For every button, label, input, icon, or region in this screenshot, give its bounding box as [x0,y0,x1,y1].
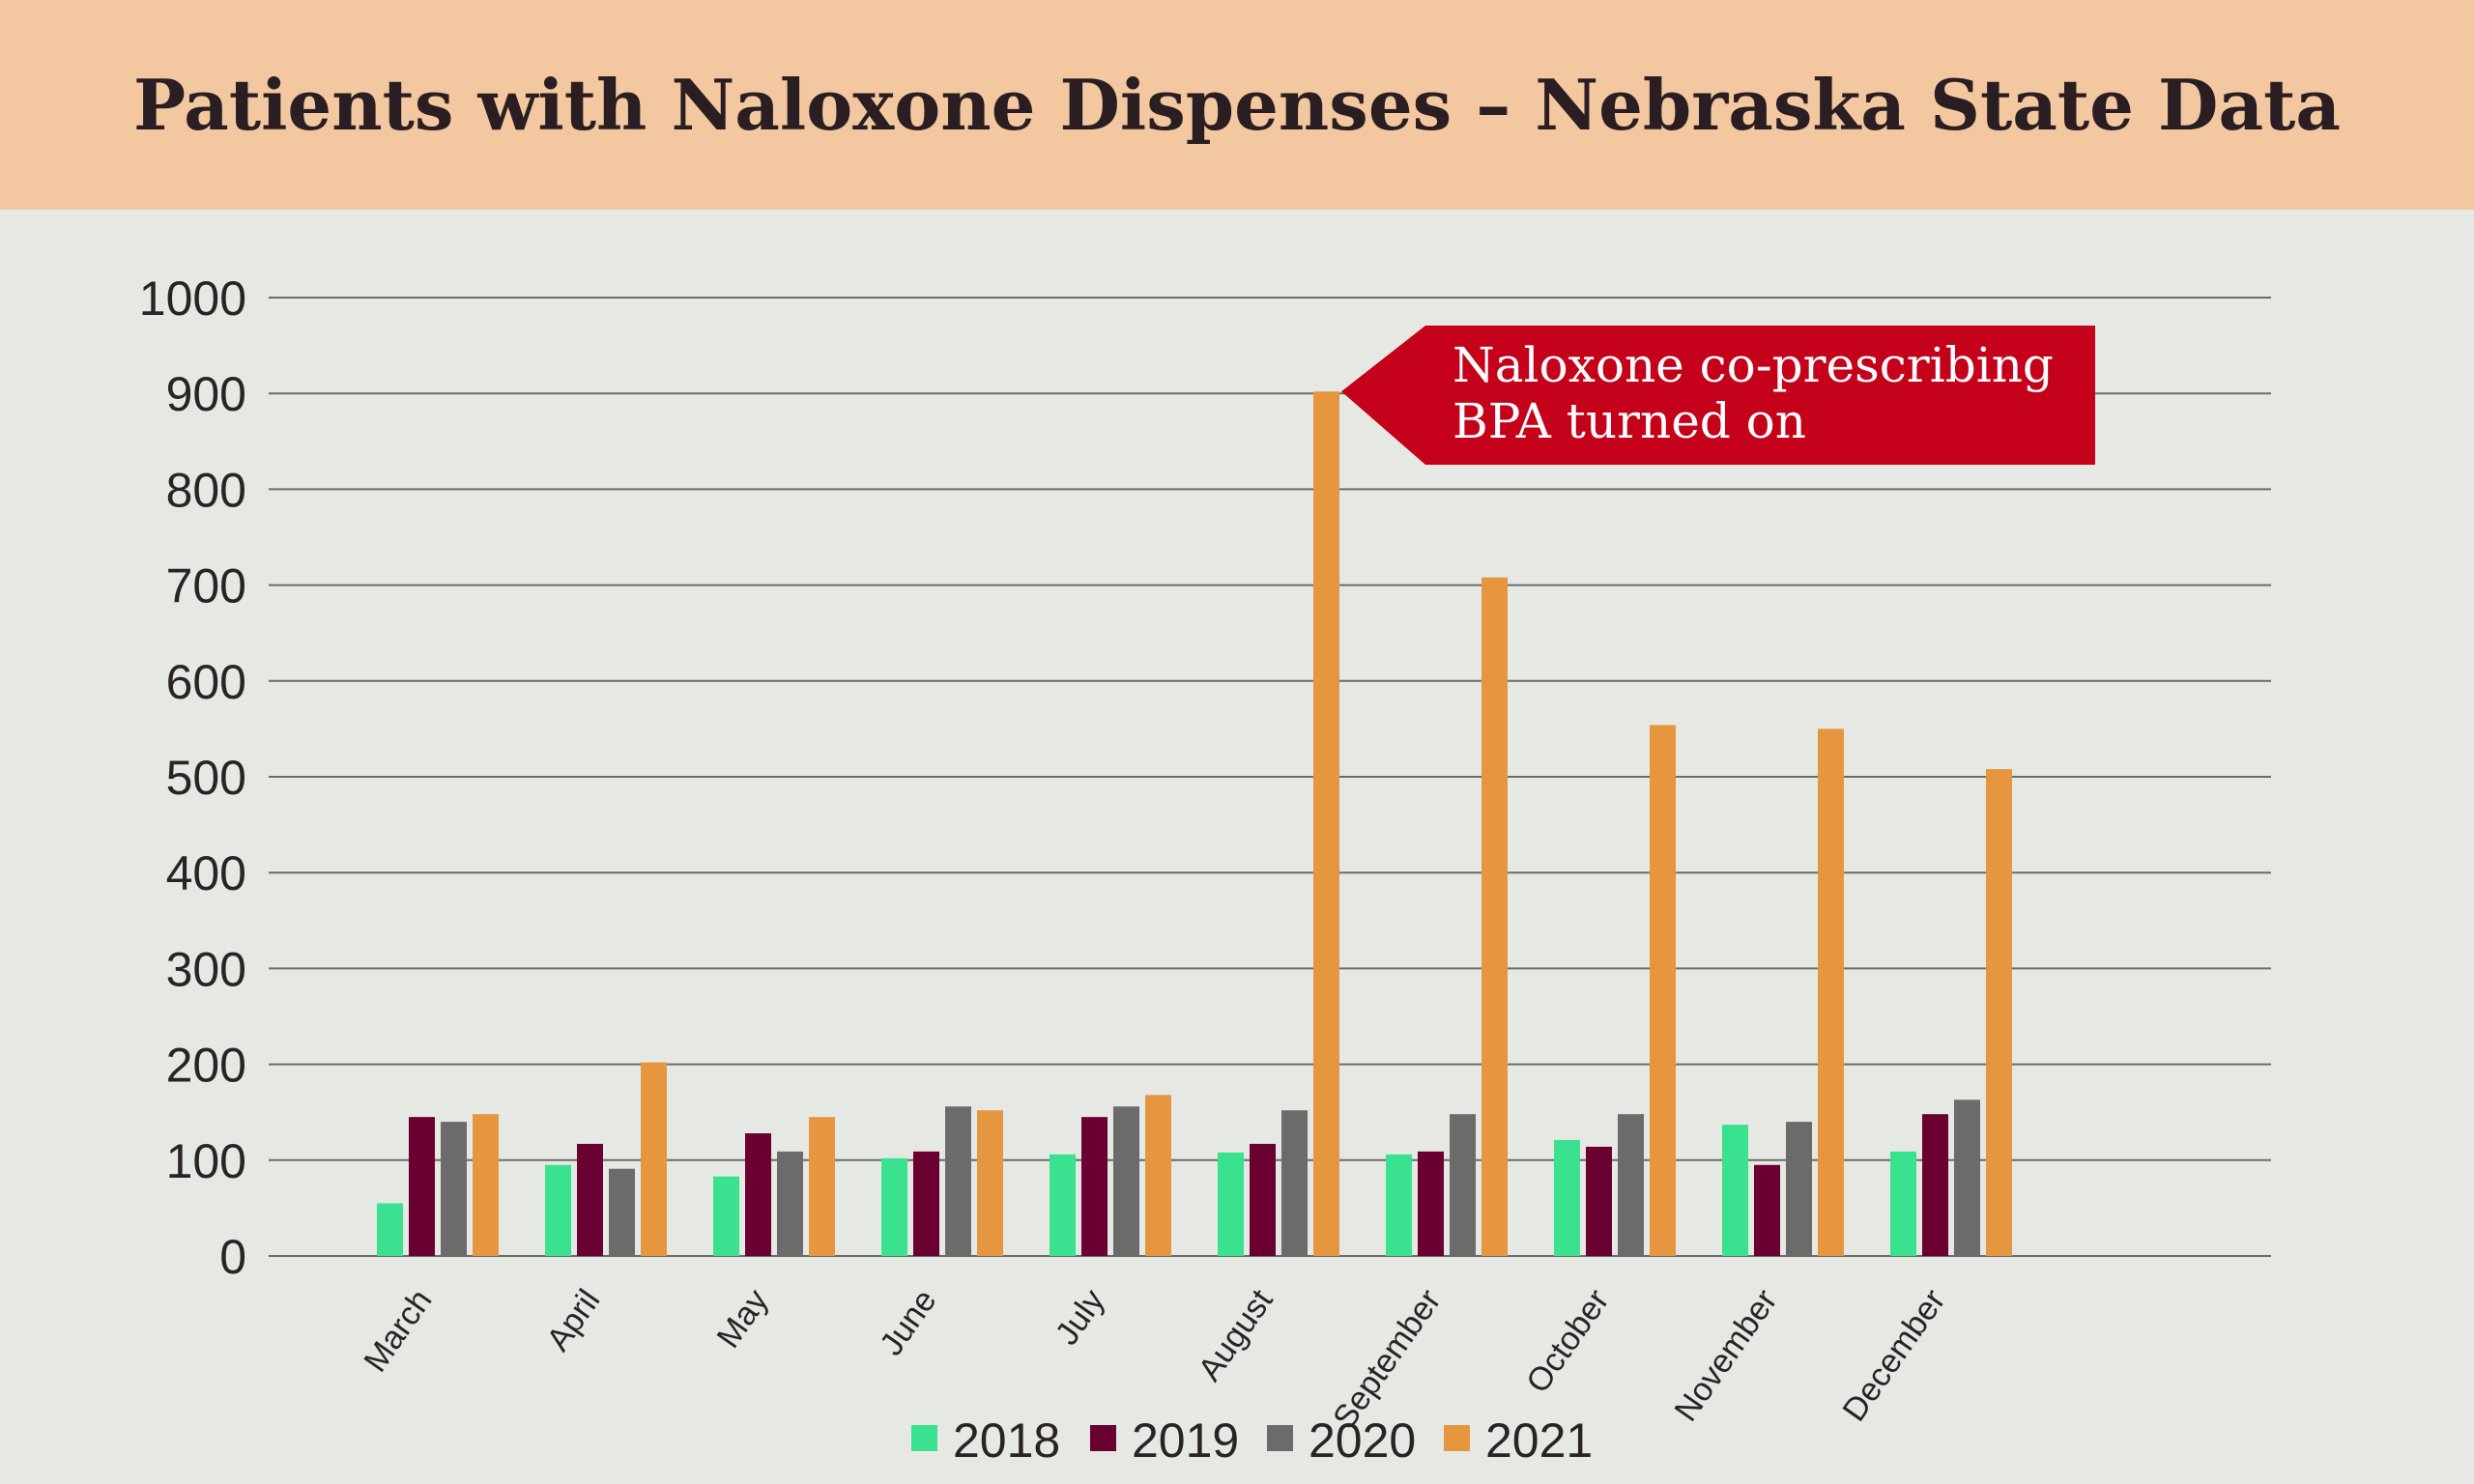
y-axis-ticks: 0 100 200 300 400 500 600 700 800 900 1000 [139,271,246,1284]
y-tick-label: 200 [166,1039,246,1093]
bar-2019-june [913,1151,939,1256]
y-tick-label: 800 [166,463,246,517]
bar-2020-july [1113,1106,1139,1256]
bar-2018-december [1890,1151,1916,1256]
callout-text-line-2: BPA turned on [1453,393,1806,449]
legend-swatch-2019 [1090,1425,1116,1451]
chart-title: Patients with Naloxone Dispenses – Nebra… [132,64,2342,146]
bar-2019-july [1081,1117,1108,1256]
callout-box [1341,326,2095,465]
bar-2018-november [1722,1125,1748,1256]
bar-2019-november [1754,1164,1780,1256]
bar-2018-april [545,1164,571,1256]
legend-swatch-2020 [1267,1425,1293,1451]
bar-2021-december [1986,769,2012,1256]
bar-2020-august [1281,1110,1308,1256]
bar-2021-may [809,1117,835,1256]
y-tick-label: 1000 [139,271,246,326]
x-category-label: October [1519,1283,1617,1400]
annotation-callout: Naloxone co-prescribing BPA turned on [1341,326,2095,465]
legend-label-2021: 2021 [1485,1413,1593,1468]
x-category-label: March [357,1283,439,1379]
bar-2021-april [641,1062,667,1256]
legend: 2018 2019 2020 2021 [911,1413,1593,1468]
x-category-label: April [539,1283,607,1358]
bar-2020-march [441,1122,467,1256]
bar-2020-september [1450,1114,1476,1256]
bar-2020-april [609,1168,635,1256]
y-tick-label: 600 [166,655,246,709]
bar-2021-july [1145,1095,1171,1256]
legend-label-2020: 2020 [1309,1413,1416,1468]
bar-2018-august [1218,1152,1244,1256]
bar-2018-march [377,1203,403,1256]
bar-2018-october [1554,1139,1580,1256]
bar-2021-march [473,1114,499,1256]
bar-2019-april [577,1143,603,1256]
y-tick-label: 0 [219,1230,246,1284]
bar-chart: 0 100 200 300 400 500 600 700 800 900 1000 March Ap… [139,271,2271,1468]
bar-2019-september [1418,1151,1444,1256]
bar-2019-october [1586,1146,1612,1256]
legend-swatch-2021 [1444,1425,1470,1451]
y-tick-label: 400 [166,846,246,900]
callout-text-line-1: Naloxone co-prescribing [1453,337,2054,393]
bar-2018-july [1050,1154,1076,1256]
y-tick-label: 300 [166,942,246,996]
bars [377,391,2012,1256]
bar-2021-june [977,1110,1003,1256]
y-tick-label: 500 [166,751,246,805]
bar-2018-september [1386,1154,1412,1256]
bar-2019-march [409,1117,435,1256]
bar-2021-august [1313,391,1339,1256]
x-category-label: June [873,1283,943,1362]
bar-2020-november [1786,1122,1812,1256]
bar-2019-may [745,1133,771,1256]
bar-2019-august [1250,1143,1276,1256]
x-category-label: December [1835,1283,1952,1428]
x-category-label: August [1192,1282,1280,1387]
bar-2020-october [1618,1114,1644,1256]
x-category-label: May [710,1283,776,1355]
bar-2018-june [881,1157,907,1256]
y-tick-label: 700 [166,559,246,614]
y-tick-label: 900 [166,367,246,421]
bar-2021-november [1818,728,1844,1256]
bar-2021-september [1482,577,1508,1256]
bar-2020-may [777,1151,803,1256]
bar-2018-may [713,1176,739,1256]
legend-label-2019: 2019 [1132,1413,1239,1468]
bar-2021-october [1650,725,1676,1256]
x-category-label: November [1667,1283,1784,1428]
bar-2020-december [1954,1099,1980,1256]
y-tick-label: 100 [166,1134,246,1188]
legend-swatch-2018 [911,1425,937,1451]
legend-label-2018: 2018 [953,1413,1060,1468]
bar-2020-june [945,1106,971,1256]
x-category-label: July [1049,1283,1112,1352]
title-banner: Patients with Naloxone Dispenses – Nebra… [0,0,2474,210]
bar-2019-december [1922,1114,1948,1256]
